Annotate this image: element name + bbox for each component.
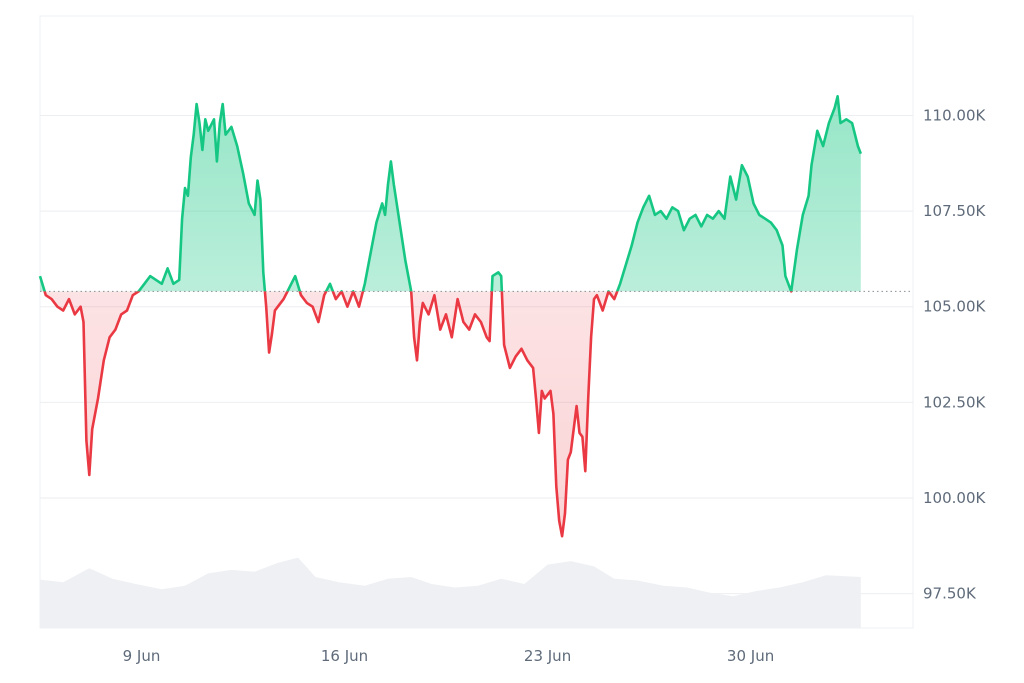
x-tick-label: 23 Jun [524,647,571,665]
y-tick-label: 97.50K [923,585,977,603]
y-tick-label: 102.50K [923,393,986,411]
y-tick-label: 105.00K [923,298,986,316]
x-tick-label: 30 Jun [727,647,774,665]
y-tick-label: 107.50K [923,202,986,220]
price-line-below[interactable] [40,96,861,538]
x-tick-label: 16 Jun [321,647,368,665]
volume-area [40,557,861,628]
plot-area [39,15,914,629]
y-tick-label: 110.00K [923,106,986,124]
price-line-above[interactable] [38,95,863,536]
y-tick-label: 100.00K [923,489,986,507]
x-tick-label: 9 Jun [123,647,161,665]
area-above-baseline [40,96,861,292]
